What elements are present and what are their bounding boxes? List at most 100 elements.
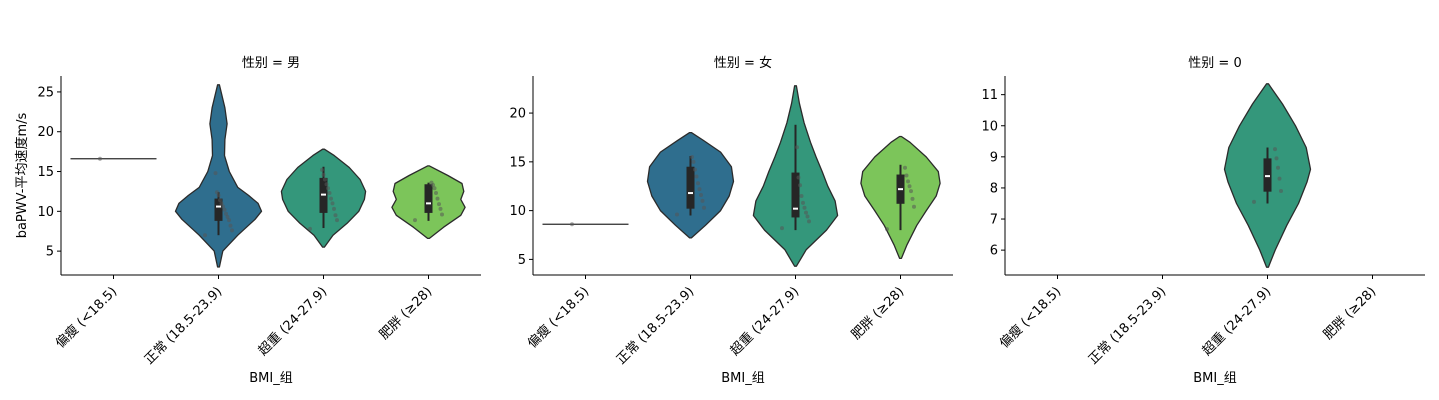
x-tick-label: 肥胖 (≥28) bbox=[849, 284, 907, 342]
data-point bbox=[330, 201, 335, 206]
x-tick-label: 正常 (18.5-23.9) bbox=[142, 284, 225, 367]
data-point bbox=[885, 227, 889, 232]
data-point bbox=[906, 179, 910, 184]
data-point bbox=[780, 226, 784, 231]
data-point bbox=[221, 204, 225, 209]
violin-iqr-box bbox=[791, 172, 800, 218]
data-point bbox=[429, 180, 434, 185]
x-axis-title: BMI_组 bbox=[1193, 371, 1236, 386]
panel-title: 性别 = 女 bbox=[714, 55, 772, 71]
data-point bbox=[570, 222, 574, 227]
data-point bbox=[801, 200, 805, 205]
y-tick-label: 10 bbox=[509, 204, 526, 219]
data-point bbox=[228, 223, 233, 228]
data-point bbox=[910, 196, 915, 201]
x-tick-label: 超重 (24-27.9) bbox=[1199, 284, 1274, 359]
data-point bbox=[323, 177, 327, 182]
y-tick-label: 20 bbox=[509, 107, 526, 122]
data-point bbox=[796, 175, 801, 180]
data-point bbox=[333, 213, 338, 218]
x-tick-label: 肥胖 (≥28) bbox=[1321, 284, 1379, 342]
x-tick-label: 偏瘦 (<18.5) bbox=[524, 284, 592, 352]
y-tick-label: 6 bbox=[990, 244, 998, 259]
data-point bbox=[320, 167, 324, 172]
data-point bbox=[308, 226, 312, 231]
y-tick-label: 9 bbox=[990, 150, 998, 165]
data-point bbox=[798, 183, 802, 188]
data-point bbox=[691, 159, 696, 164]
data-point bbox=[218, 198, 222, 203]
data-point bbox=[326, 186, 330, 191]
x-tick-label: 正常 (18.5-23.9) bbox=[614, 284, 697, 367]
violin-iqr-box bbox=[424, 184, 433, 213]
data-point bbox=[699, 193, 703, 198]
panel-title: 性别 = 0 bbox=[1188, 56, 1241, 71]
data-point bbox=[224, 211, 228, 216]
data-point bbox=[1279, 189, 1283, 194]
violin-iqr-box bbox=[686, 166, 695, 209]
y-tick-label: 11 bbox=[981, 88, 998, 103]
data-point bbox=[438, 206, 443, 211]
x-tick-label: 偏瘦 (<18.5) bbox=[52, 284, 120, 352]
y-tick-label: 15 bbox=[509, 155, 526, 170]
violin-iqr-box bbox=[214, 198, 223, 221]
x-tick-label: 超重 (24-27.9) bbox=[255, 284, 330, 359]
data-point bbox=[216, 193, 221, 198]
data-point bbox=[1277, 176, 1282, 181]
data-point bbox=[907, 184, 912, 189]
data-point bbox=[807, 219, 811, 224]
y-tick-label: 10 bbox=[981, 119, 998, 134]
panel-3: 性别 = 0 6 7 8 9 10 11 偏瘦 (<18.5) 正常 (18.5-23.9) 超重… bbox=[981, 56, 1425, 386]
data-point bbox=[693, 167, 697, 172]
y-tick-label: 7 bbox=[990, 213, 998, 228]
data-point bbox=[697, 187, 702, 192]
x-axis-title: BMI_组 bbox=[721, 371, 764, 386]
data-point bbox=[329, 196, 333, 201]
data-point bbox=[804, 210, 808, 215]
data-point bbox=[437, 202, 441, 207]
data-point bbox=[1274, 156, 1279, 161]
x-tick-label: 超重 (24-27.9) bbox=[727, 284, 802, 359]
data-point bbox=[215, 190, 219, 195]
violin-iqr-box bbox=[1263, 158, 1272, 192]
y-tick-label: 5 bbox=[46, 245, 54, 260]
data-point bbox=[1273, 147, 1277, 152]
data-point bbox=[413, 218, 417, 223]
data-point bbox=[321, 172, 326, 177]
x-tick-label: 肥胖 (≥28) bbox=[377, 284, 435, 342]
data-point bbox=[432, 186, 437, 191]
data-point bbox=[327, 191, 332, 196]
data-point bbox=[98, 156, 102, 161]
panel-title: 性别 = 男 bbox=[242, 56, 300, 71]
data-point bbox=[324, 182, 329, 187]
y-tick-label: 15 bbox=[37, 165, 54, 180]
data-point bbox=[795, 145, 799, 150]
data-point bbox=[435, 196, 440, 201]
data-point bbox=[690, 154, 694, 159]
data-point bbox=[912, 204, 916, 209]
data-point bbox=[909, 189, 913, 194]
data-point bbox=[694, 174, 699, 179]
data-point bbox=[1252, 199, 1256, 204]
data-point bbox=[696, 181, 700, 186]
data-point bbox=[203, 233, 207, 238]
data-point bbox=[675, 212, 679, 217]
data-point bbox=[332, 206, 336, 211]
data-point bbox=[335, 218, 339, 223]
data-point bbox=[230, 228, 234, 233]
data-point bbox=[903, 165, 907, 170]
data-point bbox=[219, 201, 224, 206]
violin-body bbox=[174, 84, 263, 268]
data-point bbox=[222, 207, 227, 212]
data-point bbox=[213, 171, 218, 176]
data-point bbox=[227, 218, 231, 223]
data-point bbox=[440, 212, 444, 217]
panel-1: 性别 = 男 5 10 15 20 25 baPWV-平均速度m/s 偏瘦 (<18.5) 正常… bbox=[14, 56, 481, 386]
data-point bbox=[434, 191, 438, 196]
x-tick-label: 偏瘦 (<18.5) bbox=[996, 284, 1064, 352]
data-point bbox=[802, 205, 807, 210]
panel-2: 性别 = 女 5 10 15 20 偏瘦 (<18.5) 正常 (18.5-23.9) 超重 … bbox=[509, 55, 953, 386]
y-tick-label: 10 bbox=[37, 205, 54, 220]
y-tick-label: 8 bbox=[990, 181, 998, 196]
